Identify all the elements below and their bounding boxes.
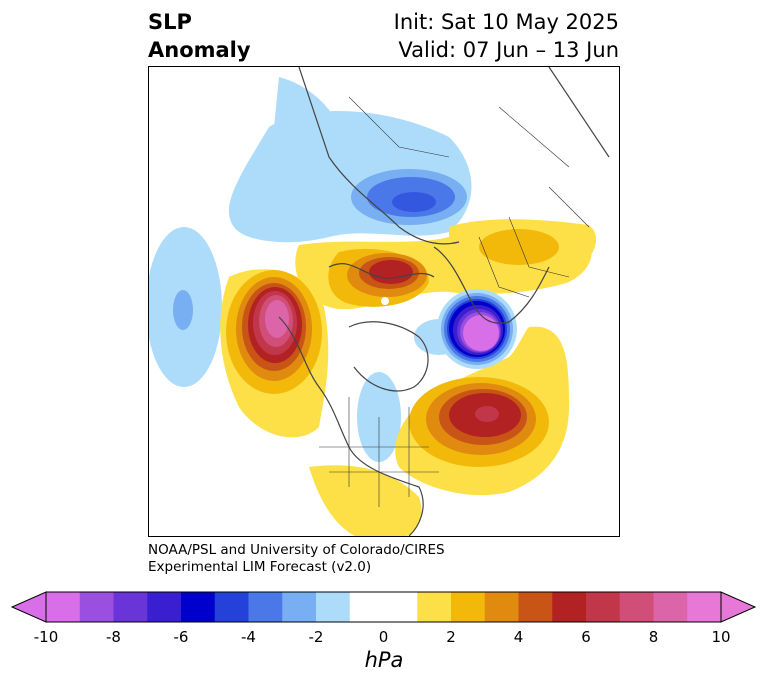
colorbar-unit: hPa [364,648,404,672]
colorbar-tick-label: 0 [378,628,389,646]
colorbar-bin [181,592,216,622]
colorbar-bin [46,592,81,622]
gulf-of-alaska-high [220,269,329,438]
colorbar-tick-labels: -10 -8 -6 -4 -2 0 2 4 6 8 10 [0,628,768,648]
colorbar-tick-label: -6 [173,628,189,646]
colorbar-bin [552,592,587,622]
map-canvas [149,67,610,536]
colorbar-bin [248,592,283,622]
plot-title-right: Init: Sat 10 May 2025 Valid: 07 Jun – 13… [394,8,619,64]
colorbar-bin [316,592,351,622]
colorbar-bin [349,592,418,622]
init-date: Init: Sat 10 May 2025 [393,10,619,34]
colorbar-bin [282,592,317,622]
credit-line-1: NOAA/PSL and University of Colorado/CIRE… [148,542,445,558]
title-anomaly: Anomaly [148,38,251,62]
colorbar-tick-label: -10 [33,628,59,646]
colorbar-tick-label: -2 [308,628,324,646]
colorbar-tick-label: 8 [648,628,659,646]
credit-text: NOAA/PSL and University of Colorado/CIRE… [148,542,445,576]
colorbar-tick-label: -4 [241,628,256,646]
colorbar-bin [113,592,148,622]
europe-positive [449,219,597,275]
valid-range: Valid: 07 Jun – 13 Jun [398,38,619,62]
colorbar-outline [45,591,722,623]
colorbar-bin [147,592,182,622]
colorbar-tick-label: 10 [711,628,731,646]
country-borders [319,96,590,507]
colorbar-bin [214,592,249,622]
siberia-low [228,77,472,243]
colorbar-bin [417,592,452,622]
coastlines [278,67,610,536]
colorbar-bin [653,592,688,622]
colorbar-bin [518,592,553,622]
colorbar-bin [586,592,621,622]
eastern-europe-low [437,289,517,369]
colorbar-extend-low [10,591,47,623]
colorbar-tick-label: 6 [581,628,591,646]
colorbar-tick-label: 2 [446,628,456,646]
colorbar-tick-label: -8 [106,628,121,646]
north-atlantic-high [309,326,569,536]
anomaly-map [148,66,620,537]
colorbar [10,591,757,623]
colorbar-tick-label: 4 [513,628,524,646]
colorbar-bin [451,592,486,622]
plot-title-left: SLP Anomaly [148,8,251,64]
colorbar-bin [687,592,722,622]
colorbar-bin [79,592,114,622]
credit-line-2: Experimental LIM Forecast (v2.0) [148,559,372,575]
colorbar-extend-high [720,591,757,623]
colorbar-bin [619,592,654,622]
title-variable: SLP [148,10,192,34]
colorbar-bin [484,592,519,622]
